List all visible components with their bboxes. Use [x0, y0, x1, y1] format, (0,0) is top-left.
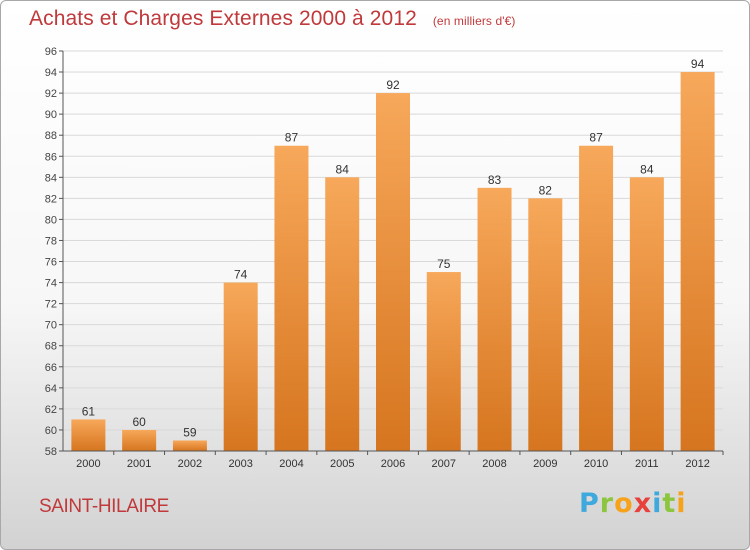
- proxiti-logo: Proxiti: [579, 488, 687, 519]
- y-tick-label: 70: [45, 320, 57, 332]
- x-tick-label: 2006: [381, 458, 405, 470]
- bars: [71, 72, 715, 452]
- x-tick-label: 2002: [178, 458, 202, 470]
- y-tick-label: 92: [45, 88, 57, 100]
- y-tick-label: 90: [45, 109, 57, 121]
- y-tick-label: 82: [45, 193, 57, 205]
- bar-2000: [71, 419, 106, 451]
- bar-2011: [629, 177, 664, 451]
- bar-2009: [528, 198, 563, 451]
- x-tick-label: 2001: [127, 458, 151, 470]
- y-tick-label: 86: [45, 151, 57, 163]
- y-tick-label: 74: [45, 278, 57, 290]
- chart-title-block: Achats et Charges Externes 2000 à 2012 (…: [29, 7, 516, 31]
- chart-title: Achats et Charges Externes 2000 à 2012: [29, 7, 417, 30]
- bar-2002: [172, 440, 207, 451]
- logo-letter: r: [599, 488, 615, 519]
- y-tick-label: 60: [45, 425, 57, 437]
- value-label-2004: 87: [285, 131, 299, 145]
- logo-letter: o: [614, 488, 634, 519]
- x-tick-label: 2003: [228, 458, 252, 470]
- value-label-2008: 83: [488, 173, 502, 187]
- value-label-2001: 60: [132, 415, 146, 429]
- bar-2003: [223, 282, 258, 451]
- logo-letter: P: [579, 488, 600, 519]
- x-axis-ticks: 2000 2001 2002 2003 2004 2005 2006 2007 2008 2009…: [76, 451, 724, 470]
- x-tick-label: 2007: [432, 458, 456, 470]
- value-label-2006: 92: [386, 78, 400, 92]
- value-label-2009: 82: [539, 183, 553, 197]
- y-tick-label: 62: [45, 404, 57, 416]
- bar-2001: [122, 429, 157, 451]
- value-label-2012: 94: [691, 57, 705, 71]
- x-tick-label: 2004: [279, 458, 303, 470]
- bar-2008: [477, 187, 512, 451]
- value-labels: 61 60 59 74 87 84 92 75 83 82 87 84 94: [82, 57, 705, 439]
- x-tick-label: 2012: [685, 458, 709, 470]
- y-tick-label: 78: [45, 235, 57, 247]
- y-tick-label: 94: [45, 67, 57, 79]
- value-label-2003: 74: [234, 268, 248, 282]
- value-label-2002: 59: [183, 425, 197, 439]
- y-tick-label: 66: [45, 362, 57, 374]
- value-label-2011: 84: [640, 162, 654, 176]
- x-tick-label: 2010: [584, 458, 608, 470]
- y-tick-label: 80: [45, 214, 57, 226]
- bar-2006: [376, 93, 410, 452]
- y-tick-label: 64: [45, 383, 57, 395]
- y-tick-label: 76: [45, 257, 57, 269]
- x-tick-label: 2009: [533, 458, 557, 470]
- bar-2007: [426, 272, 461, 451]
- logo-letter: i: [652, 488, 663, 519]
- y-tick-label: 96: [45, 46, 57, 58]
- value-label-2007: 75: [437, 257, 451, 271]
- axes: [62, 51, 723, 452]
- bar-2010: [579, 145, 614, 451]
- bar-2005: [325, 177, 360, 451]
- y-tick-label: 84: [45, 172, 57, 184]
- y-tick-label: 58: [45, 446, 57, 458]
- bar-2012: [680, 72, 715, 451]
- x-tick-label: 2005: [330, 458, 354, 470]
- logo-letter: x: [633, 488, 653, 519]
- value-label-2000: 61: [82, 404, 96, 418]
- y-tick-label: 68: [45, 341, 57, 353]
- commune-name: SAINT-HILAIRE: [39, 496, 169, 517]
- bar-2004: [274, 145, 309, 451]
- x-tick-label: 2011: [635, 458, 659, 470]
- value-label-2005: 84: [336, 162, 350, 176]
- y-tick-label: 88: [45, 130, 57, 142]
- x-tick-label: 2000: [76, 458, 100, 470]
- value-label-2010: 87: [589, 131, 603, 145]
- x-tick-label: 2008: [482, 458, 506, 470]
- logo-letter: t: [662, 488, 677, 519]
- chart-unit-label: (en milliers d'€): [432, 14, 516, 28]
- y-axis-ticks: 58 60 62 64 66 68 70 72 74 76 78 80 82 84 86 88 90 92 94 96: [45, 46, 63, 458]
- logo-letter: i: [676, 488, 687, 519]
- y-tick-label: 72: [45, 299, 57, 311]
